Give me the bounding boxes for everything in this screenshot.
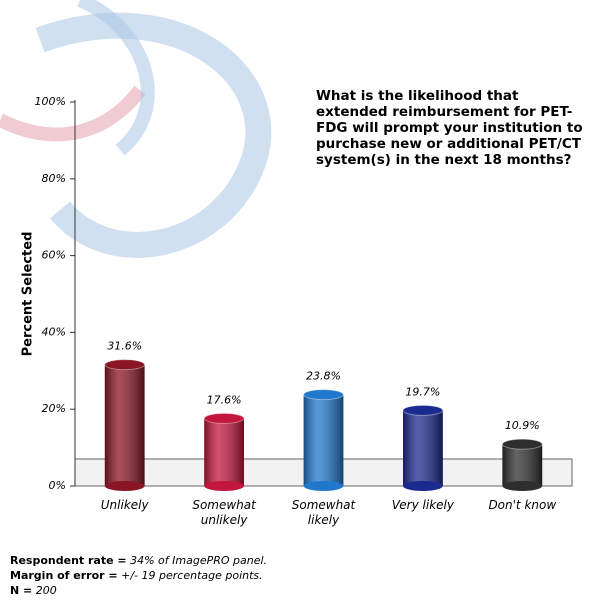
note-label: Respondent rate = (10, 554, 127, 567)
bar-top (501, 438, 543, 450)
y-tick-label: 0% (49, 479, 66, 492)
note: N = 200 (10, 583, 267, 598)
y-tick-label: 60% (42, 249, 66, 262)
bar-shade (502, 444, 543, 486)
x-tick-label: Unlikely (100, 498, 149, 512)
y-tick-label: 40% (42, 325, 66, 338)
bar-shade (403, 410, 443, 486)
note-label: Margin of error = (10, 569, 118, 582)
y-tick-label: 20% (42, 402, 66, 415)
note-text: 34% of ImagePRO panel. (130, 554, 268, 567)
y-tick-label: 80% (42, 172, 66, 185)
bar-base (303, 481, 344, 491)
bar-shade (104, 364, 145, 486)
chart-title: What is the likelihood that extended rei… (316, 88, 583, 168)
bar-top (303, 389, 344, 401)
bar-top (104, 359, 146, 371)
bar-base (403, 481, 443, 491)
note-label: N = (10, 584, 33, 597)
background-swirl (0, 0, 272, 258)
bar-base (104, 481, 145, 491)
bar-shade (204, 418, 244, 486)
bar-top (203, 412, 245, 424)
value-label: 10.9% (505, 419, 540, 432)
note: Margin of error = +/- 19 percentage poin… (10, 568, 267, 583)
bar-base (502, 481, 543, 491)
value-label: 31.6% (107, 340, 142, 353)
note-text: 200 (35, 584, 57, 597)
bar-base (204, 481, 244, 491)
bar-shade (303, 394, 344, 486)
x-tick-label: Very likely (391, 498, 454, 512)
x-tick-label: Somewhat likely (291, 498, 356, 527)
bar-top (402, 404, 444, 416)
value-label: 17.6% (207, 393, 242, 406)
value-label: 23.8% (306, 370, 341, 383)
y-axis-label: Percent Selected (21, 232, 36, 357)
note: Respondent rate = 34% of ImagePRO panel. (10, 553, 267, 568)
x-tick-label: Somewhat unlikely (192, 498, 256, 527)
y-tick-label: 100% (35, 95, 66, 108)
value-label: 19.7% (405, 385, 440, 398)
note-text: +/- 19 percentage points. (121, 569, 263, 582)
notes: Respondent rate = 34% of ImagePRO panel.… (10, 553, 267, 598)
x-tick-label: Don't know (488, 498, 557, 512)
